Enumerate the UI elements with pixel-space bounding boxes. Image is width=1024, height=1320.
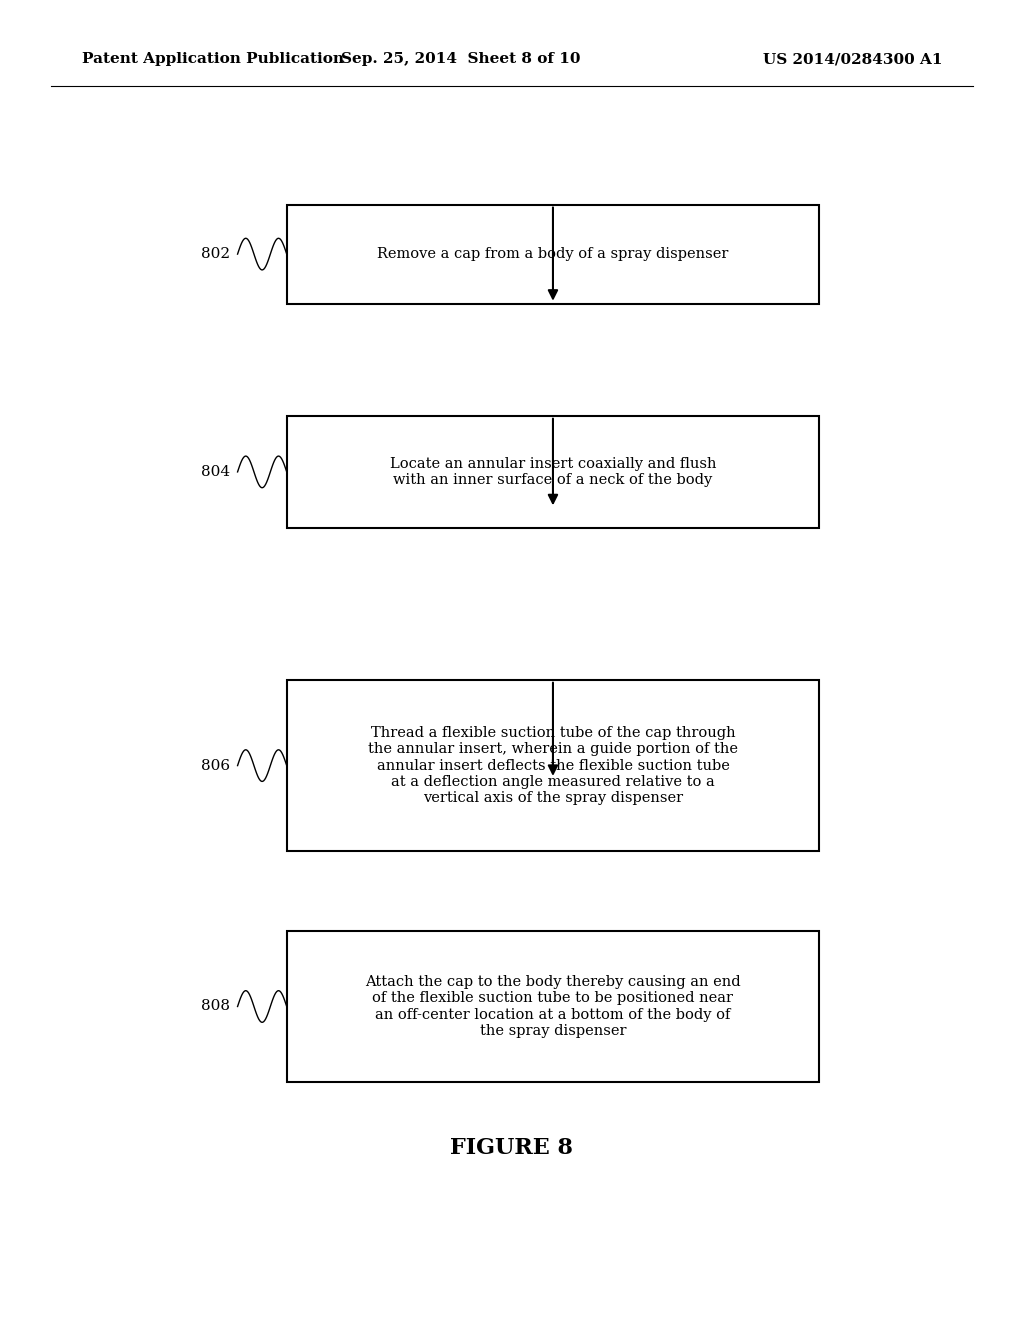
- Text: Locate an annular insert coaxially and flush
with an inner surface of a neck of : Locate an annular insert coaxially and f…: [390, 457, 716, 487]
- Text: Thread a flexible suction tube of the cap through
the annular insert, wherein a : Thread a flexible suction tube of the ca…: [368, 726, 738, 805]
- Text: Patent Application Publication: Patent Application Publication: [82, 53, 344, 66]
- Text: Remove a cap from a body of a spray dispenser: Remove a cap from a body of a spray disp…: [377, 247, 729, 261]
- Text: Attach the cap to the body thereby causing an end
of the flexible suction tube t: Attach the cap to the body thereby causi…: [366, 975, 740, 1038]
- Text: 808: 808: [202, 999, 230, 1014]
- Text: FIGURE 8: FIGURE 8: [451, 1138, 573, 1159]
- Text: Sep. 25, 2014  Sheet 8 of 10: Sep. 25, 2014 Sheet 8 of 10: [341, 53, 581, 66]
- Text: 806: 806: [202, 759, 230, 772]
- Text: 802: 802: [202, 247, 230, 261]
- FancyBboxPatch shape: [287, 931, 819, 1082]
- FancyBboxPatch shape: [287, 416, 819, 528]
- Text: US 2014/0284300 A1: US 2014/0284300 A1: [763, 53, 942, 66]
- Text: 804: 804: [202, 465, 230, 479]
- FancyBboxPatch shape: [287, 680, 819, 851]
- FancyBboxPatch shape: [287, 205, 819, 304]
